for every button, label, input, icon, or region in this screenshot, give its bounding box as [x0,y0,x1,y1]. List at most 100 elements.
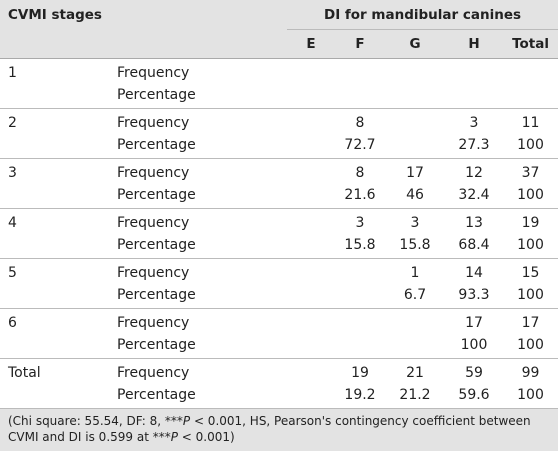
value-cell [287,209,335,235]
value-cell [287,234,335,259]
value-cell: 100 [503,234,558,259]
value-cell: 32.4 [445,184,503,209]
stage-cell: Total [8,365,41,381]
stage-cell: 6 [8,315,17,331]
value-cell: 37 [521,165,540,181]
value-cell [287,309,335,335]
value-cell [335,334,385,359]
measure-label: Frequency [117,365,190,381]
measure-label: Frequency [117,115,190,131]
value-cell: 17 [465,315,483,331]
measure-label: Percentage [117,334,287,359]
table-row: 2 Frequency 8 3 11 [0,109,558,135]
measure-label: Frequency [117,315,190,331]
stage-cell: 1 [8,65,17,81]
stage-cell: 5 [8,265,17,281]
value-cell [385,134,445,159]
column-header: H [445,29,503,59]
header-row: CVMI stages DI for mandibular canines [0,0,558,30]
table-row: Percentage 100 100 [0,334,558,359]
value-cell [385,309,445,335]
value-cell [287,134,335,159]
value-cell [385,59,445,85]
value-cell [287,284,335,309]
value-cell: 72.7 [335,134,385,159]
value-cell: 15.8 [385,234,445,259]
value-cell [287,159,335,185]
stage-cell [0,384,117,409]
value-cell: 3 [469,115,479,131]
measure-label: Frequency [117,165,190,181]
footnote-part: (Chi square: 55.54, DF: 8, *** [8,414,183,428]
value-cell: 100 [503,384,558,409]
value-cell [503,84,558,109]
value-cell [335,309,385,335]
stage-cell [0,334,117,359]
value-cell: 13 [465,215,483,231]
footnote-part: < 0.001) [177,430,235,444]
table-row: Percentage 15.8 15.8 68.4 100 [0,234,558,259]
column-header: Total [503,29,558,59]
group-header: DI for mandibular canines [287,0,558,30]
value-cell: 17 [521,315,540,331]
table-row: Percentage 6.7 93.3 100 [0,284,558,309]
measure-label: Percentage [117,234,287,259]
value-cell: 3 [355,215,365,231]
stage-cell [0,134,117,159]
value-cell [287,384,335,409]
stage-cell [0,284,117,309]
value-cell [287,334,335,359]
stage-header: CVMI stages [8,6,102,23]
value-cell: 68.4 [445,234,503,259]
table-row: 5 Frequency 1 14 15 [0,259,558,285]
footnote-part: P [182,414,191,428]
value-cell: 8 [355,115,365,131]
value-cell: 100 [503,284,558,309]
stage-cell: 3 [8,165,17,181]
stage-cell [0,184,117,209]
table-row: Percentage 21.6 46 32.4 100 [0,184,558,209]
value-cell: 15 [521,265,540,281]
value-cell: 14 [465,265,483,281]
value-cell [335,59,385,85]
column-header: F [335,29,385,59]
table-row: 1 Frequency [0,59,558,85]
value-cell [335,259,385,285]
column-header: G [385,29,445,59]
stage-cell: 2 [8,115,17,131]
value-cell [335,284,385,309]
table-row: Total Frequency 19 21 59 99 [0,359,558,385]
stage-cell [0,84,117,109]
value-cell: 12 [465,165,483,181]
value-cell [503,59,558,85]
value-cell: 21.2 [385,384,445,409]
table-row: Percentage 19.2 21.2 59.6 100 [0,384,558,409]
value-cell [445,84,503,109]
measure-label: Percentage [117,184,287,209]
value-cell: 59.6 [445,384,503,409]
value-cell [287,259,335,285]
table-row: 4 Frequency 3 3 13 19 [0,209,558,235]
table-row: Percentage [0,84,558,109]
value-cell: 8 [355,165,365,181]
value-cell: 21 [406,365,424,381]
measure-label: Percentage [117,384,287,409]
value-cell: 11 [521,115,540,131]
value-cell: 19 [521,215,540,231]
column-header: E [287,29,335,59]
value-cell: 19 [351,365,369,381]
footnote-part: P [170,430,178,444]
value-cell [287,84,335,109]
stage-cell [0,234,117,259]
value-cell: 27.3 [445,134,503,159]
value-cell [287,59,335,85]
value-cell [385,109,445,135]
value-cell [287,184,335,209]
value-cell: 6.7 [385,284,445,309]
value-cell [385,84,445,109]
value-cell [335,84,385,109]
measure-label: Percentage [117,134,287,159]
value-cell [287,359,335,385]
value-cell: 17 [406,165,424,181]
